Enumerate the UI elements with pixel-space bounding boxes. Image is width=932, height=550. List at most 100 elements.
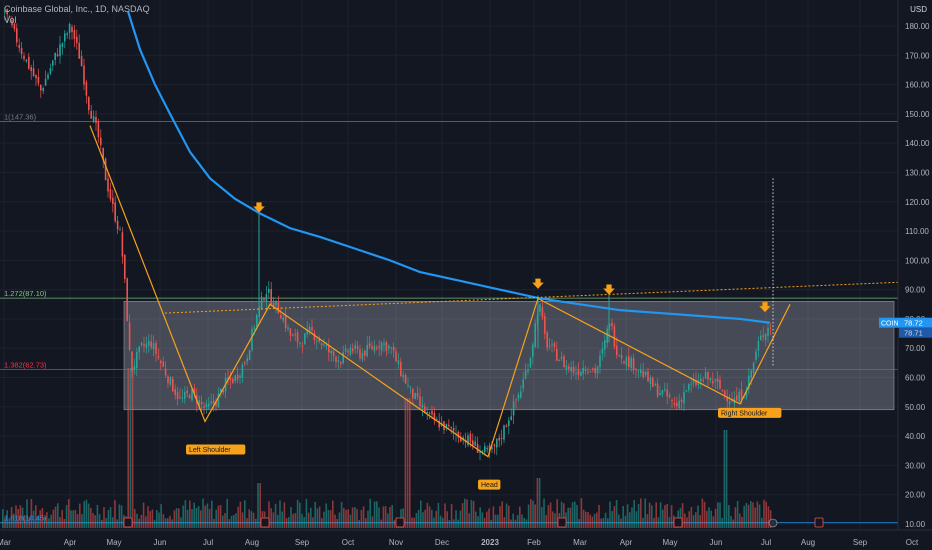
candle-body	[390, 347, 392, 349]
volume-bar	[745, 503, 748, 528]
volume-bar	[556, 499, 558, 528]
volume-bar	[147, 506, 149, 528]
candle-body	[340, 362, 342, 365]
candle-body	[102, 147, 104, 160]
candle-body	[100, 137, 102, 146]
candle-body	[760, 335, 762, 341]
candle-body	[220, 388, 222, 393]
volume-bar	[393, 519, 396, 528]
candle-body	[251, 328, 253, 351]
earnings-marker	[557, 517, 567, 528]
volume-bar	[477, 516, 479, 528]
y-tick-label: 70.00	[905, 344, 926, 353]
volume-bar	[316, 508, 319, 528]
volume-bar	[688, 511, 690, 528]
left-shoulder-label-bg	[186, 444, 246, 455]
volume-bar	[442, 517, 444, 528]
volume-bar	[644, 498, 646, 528]
candle-body	[748, 375, 750, 389]
candle-body	[66, 33, 68, 35]
volume-bar	[167, 518, 169, 528]
volume-bar	[312, 517, 314, 528]
volume-bar	[657, 517, 660, 528]
volume-bar	[142, 502, 145, 528]
volume-bar	[765, 501, 767, 528]
candle-body	[282, 317, 284, 321]
volume-bar	[37, 516, 39, 528]
volume-bar	[382, 506, 385, 528]
volume-bar	[327, 510, 330, 528]
candle-body	[316, 340, 318, 342]
candle-body	[500, 437, 503, 439]
volume-bar	[666, 503, 668, 528]
volume-bar	[589, 514, 591, 528]
candle-body	[30, 67, 32, 72]
volume-bar	[246, 518, 248, 528]
volume-bar	[325, 503, 327, 528]
candle-body	[520, 391, 522, 398]
candle-body	[80, 56, 83, 67]
volume-bar	[516, 515, 519, 528]
volume-bar	[640, 498, 642, 528]
volume-bar	[191, 509, 193, 528]
volume-bar	[182, 505, 184, 528]
candle-body	[47, 74, 49, 79]
volume-bar	[277, 514, 279, 528]
candle-body	[448, 424, 450, 427]
volume-bar	[250, 511, 253, 528]
volume-bar	[662, 509, 664, 528]
candle-body	[44, 79, 47, 86]
volume-bar	[541, 507, 543, 528]
volume-bar	[604, 512, 607, 528]
candle-body	[124, 254, 126, 280]
candle-body	[37, 76, 40, 84]
volume-bar	[310, 507, 312, 528]
volume-bar	[521, 514, 523, 528]
volume-bar	[241, 512, 244, 528]
candle-body	[592, 368, 594, 370]
volume-bar	[208, 508, 211, 528]
volume-bar	[450, 504, 453, 528]
volume-bar	[615, 499, 618, 528]
candle-body	[284, 315, 287, 328]
volume-bar	[659, 502, 662, 528]
candle-body	[752, 362, 755, 374]
candle-body	[354, 345, 356, 349]
candle-body	[203, 406, 205, 408]
volume-bar	[173, 510, 176, 528]
x-tick-label: May	[662, 538, 677, 547]
candle-body	[395, 351, 397, 362]
candle-body	[131, 351, 133, 372]
candle-body	[503, 425, 505, 440]
candle-body	[481, 450, 484, 452]
volume-bar	[725, 430, 728, 528]
volume-bar	[189, 500, 191, 528]
volume-bar	[609, 501, 611, 528]
fib-level-label: 1.382(62.73)	[4, 361, 47, 370]
x-tick-label: May	[106, 538, 121, 547]
candle-body	[167, 376, 169, 384]
volume-bar	[204, 505, 206, 528]
volume-bar	[120, 505, 123, 528]
volume-bar	[549, 502, 552, 528]
volume-bar	[681, 503, 684, 528]
candle-body	[659, 393, 661, 396]
candle-body	[191, 389, 193, 401]
volume-bar	[380, 519, 382, 528]
volume-bar	[552, 511, 554, 528]
down-arrow-marker	[531, 278, 545, 290]
volume-bar	[131, 368, 134, 528]
candle-body	[301, 345, 304, 347]
candle-body	[160, 360, 162, 364]
x-tick-label: Jun	[710, 538, 723, 547]
candle-body	[498, 437, 500, 441]
candle-body	[248, 350, 251, 361]
x-tick-label: 2023	[481, 538, 499, 547]
volume-bar	[637, 504, 640, 528]
candle-body	[150, 341, 152, 348]
volume-bar	[116, 519, 118, 528]
candle-body	[596, 366, 599, 374]
volume-bar	[587, 512, 589, 528]
candle-body	[138, 346, 140, 353]
